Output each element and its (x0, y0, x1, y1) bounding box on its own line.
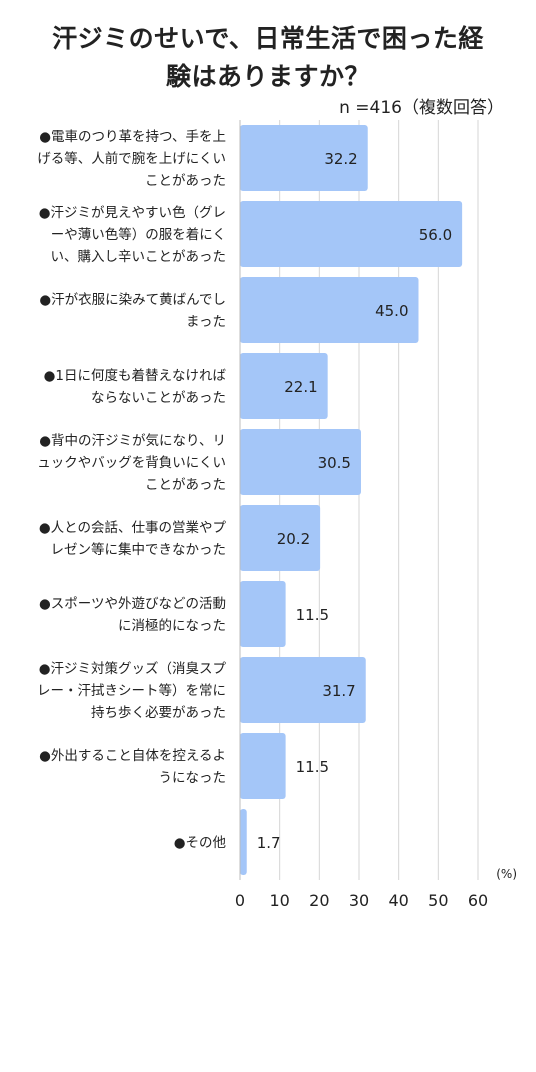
bar (240, 809, 247, 875)
category-label: ●汗ジミ対策グッズ（消臭スプ (39, 660, 227, 677)
x-tick-label: 50 (428, 891, 448, 910)
category-label: い、購入し辛いことがあった (51, 249, 227, 265)
data-label: 56.0 (419, 226, 452, 244)
category-label: ●スポーツや外遊びなどの活動 (39, 596, 226, 612)
bar (240, 581, 286, 647)
x-tick-label: 20 (309, 891, 329, 910)
category-label: ●電車のつり革を持つ、手を上 (39, 129, 226, 145)
chart-title-line: 験はありますか？ (165, 62, 370, 91)
category-label: ならないことがあった (91, 390, 226, 406)
bar (240, 733, 286, 799)
data-label: 31.7 (322, 682, 355, 700)
category-label: ●1日に何度も着替えなければ (44, 367, 227, 384)
category-label: ●汗ジミが見えやすい色（グレ (39, 204, 226, 221)
x-tick-label: 40 (388, 891, 408, 910)
bar (240, 657, 366, 723)
bar (240, 505, 321, 571)
data-label: 45.0 (375, 302, 408, 320)
data-label: 11.5 (296, 758, 329, 776)
bar (240, 353, 328, 419)
category-label: ●背中の汗ジミが気になり、リ (39, 433, 226, 449)
category-label: ュックやバッグを背負いにくい (37, 455, 226, 471)
data-label: 22.1 (284, 378, 317, 396)
data-label: 20.2 (277, 530, 310, 548)
data-label: 30.5 (318, 454, 351, 472)
x-tick-label: 10 (269, 891, 289, 910)
category-label: ●汗が衣服に染みて黄ばんでし (39, 292, 226, 308)
data-label: 32.2 (324, 150, 357, 168)
category-label: げる等、人前で腕を上げにくい (37, 150, 226, 167)
chart-title-line: 汗ジミのせいで、日常生活で困った経 (52, 24, 484, 53)
chart-title: 汗ジミのせいで、日常生活で困った経 験はありますか？ (0, 20, 536, 96)
category-label: レゼン等に集中できなかった (51, 541, 227, 558)
category-label: に消極的になった (118, 618, 226, 634)
category-label: 持ち歩く必要があった (91, 705, 226, 721)
category-label: レー・汗拭きシート等）を常に (37, 682, 226, 699)
bar (240, 429, 361, 495)
category-label: まった (186, 314, 226, 330)
unit-label: (%) (496, 867, 517, 881)
category-label: ●人との会話、仕事の営業やプ (39, 519, 227, 536)
sample-size-note: n =416（複数回答） (339, 98, 504, 118)
bar (240, 125, 368, 191)
category-label: ●その他 (174, 835, 226, 851)
category-label: ●外出すること自体を控えるよ (39, 748, 226, 764)
bar (240, 277, 419, 343)
bar (240, 201, 463, 267)
x-tick-label: 30 (349, 891, 369, 910)
x-tick-label: 0 (235, 891, 245, 910)
category-label: うになった (159, 770, 227, 786)
data-label: 11.5 (296, 606, 329, 624)
x-tick-label: 60 (468, 891, 488, 910)
data-label: 1.7 (257, 834, 281, 852)
category-label: ことがあった (145, 173, 226, 189)
category-label: ーや薄い色等）の服を着にく (51, 226, 226, 243)
category-label: ことがあった (145, 477, 226, 493)
